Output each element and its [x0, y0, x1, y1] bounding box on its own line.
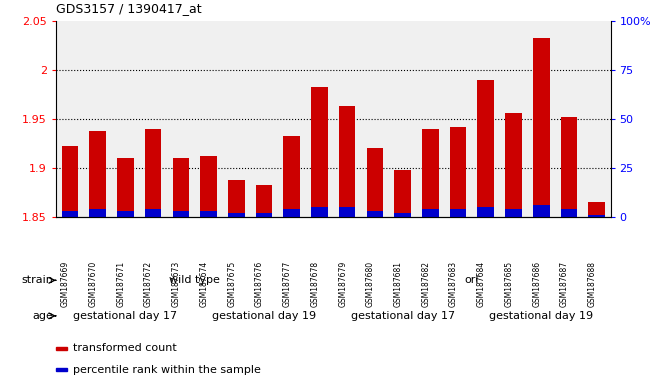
Text: GSM187674: GSM187674 — [199, 261, 209, 307]
Bar — [200, 211, 217, 217]
Text: orl: orl — [465, 275, 479, 285]
Bar — [145, 129, 162, 217]
Bar — [394, 213, 411, 217]
Text: GSM187680: GSM187680 — [366, 261, 375, 307]
Bar — [61, 146, 79, 217]
Bar — [283, 209, 300, 217]
Text: GSM187679: GSM187679 — [338, 261, 347, 307]
Text: gestational day 19: gestational day 19 — [489, 311, 593, 321]
Text: GSM187676: GSM187676 — [255, 261, 264, 307]
Bar — [422, 209, 439, 217]
Bar — [366, 149, 383, 217]
Text: GSM187677: GSM187677 — [282, 261, 292, 307]
Bar — [56, 347, 67, 350]
Text: gestational day 19: gestational day 19 — [212, 311, 316, 321]
Bar — [255, 213, 273, 217]
Bar — [505, 209, 522, 217]
Bar — [366, 211, 383, 217]
Bar — [477, 207, 494, 217]
Text: GSM187683: GSM187683 — [449, 261, 458, 307]
Bar — [533, 38, 550, 217]
Text: GSM187682: GSM187682 — [421, 261, 430, 307]
Text: GSM187670: GSM187670 — [88, 261, 98, 307]
Bar — [117, 211, 134, 217]
Text: GSM187669: GSM187669 — [61, 261, 70, 307]
Bar — [477, 80, 494, 217]
Bar — [394, 170, 411, 217]
Text: GSM187678: GSM187678 — [310, 261, 319, 307]
Bar — [339, 207, 356, 217]
Bar — [89, 209, 106, 217]
Text: GSM187675: GSM187675 — [227, 261, 236, 307]
Text: gestational day 17: gestational day 17 — [350, 311, 455, 321]
Text: GSM187685: GSM187685 — [504, 261, 513, 307]
Text: GSM187684: GSM187684 — [477, 261, 486, 307]
Bar — [283, 136, 300, 217]
Text: GSM187687: GSM187687 — [560, 261, 569, 307]
Bar — [200, 156, 217, 217]
Text: GSM187681: GSM187681 — [393, 261, 403, 307]
Bar — [588, 202, 605, 217]
Text: GDS3157 / 1390417_at: GDS3157 / 1390417_at — [56, 2, 202, 15]
Bar — [117, 158, 134, 217]
Bar — [172, 158, 189, 217]
Bar — [339, 106, 356, 217]
Text: GSM187688: GSM187688 — [587, 261, 597, 307]
Bar — [560, 209, 578, 217]
Bar — [588, 215, 605, 217]
Text: strain: strain — [21, 275, 53, 285]
Bar — [505, 113, 522, 217]
Bar — [89, 131, 106, 217]
Text: GSM187671: GSM187671 — [116, 261, 125, 307]
Bar — [145, 209, 162, 217]
Text: gestational day 17: gestational day 17 — [73, 311, 178, 321]
Bar — [56, 368, 67, 371]
Text: GSM187673: GSM187673 — [172, 261, 181, 307]
Bar — [449, 127, 467, 217]
Bar — [311, 207, 328, 217]
Bar — [449, 209, 467, 217]
Text: percentile rank within the sample: percentile rank within the sample — [73, 364, 261, 375]
Text: GSM187672: GSM187672 — [144, 261, 153, 307]
Bar — [422, 129, 439, 217]
Text: GSM187686: GSM187686 — [532, 261, 541, 307]
Bar — [533, 205, 550, 217]
Bar — [311, 87, 328, 217]
Bar — [61, 211, 79, 217]
Bar — [255, 185, 273, 217]
Bar — [172, 211, 189, 217]
Text: age: age — [32, 311, 53, 321]
Text: transformed count: transformed count — [73, 343, 176, 354]
Bar — [560, 117, 578, 217]
Bar — [228, 180, 245, 217]
Text: wild type: wild type — [169, 275, 220, 285]
Bar — [228, 213, 245, 217]
